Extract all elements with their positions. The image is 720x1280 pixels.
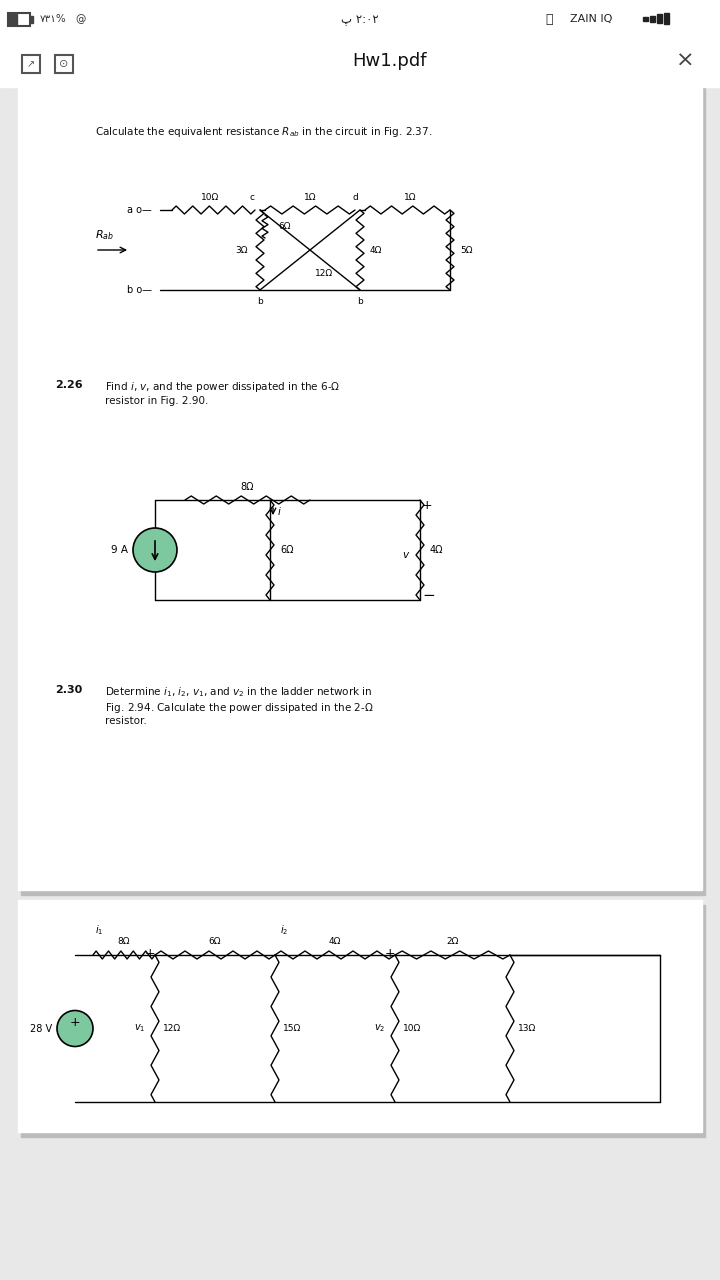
Text: ⊙: ⊙ bbox=[59, 59, 68, 69]
Bar bbox=[22, 55, 40, 73]
Text: a o—: a o— bbox=[127, 205, 152, 215]
Text: 3Ω: 3Ω bbox=[235, 246, 248, 255]
Text: +: + bbox=[145, 947, 156, 960]
Text: 10Ω: 10Ω bbox=[403, 1024, 421, 1033]
Text: b: b bbox=[357, 297, 363, 306]
Text: ٧٣١%: ٧٣١% bbox=[40, 14, 67, 24]
Text: d: d bbox=[352, 193, 358, 202]
Bar bbox=[18, 70, 702, 890]
Text: −: − bbox=[422, 588, 435, 603]
Circle shape bbox=[133, 529, 177, 572]
Bar bbox=[21, 905, 705, 1137]
Bar bbox=[0, 0, 720, 35]
Text: 8Ω: 8Ω bbox=[240, 483, 254, 492]
Text: Calculate the equivalent resistance $R_{ab}$ in the circuit in Fig. 2.37.: Calculate the equivalent resistance $R_{… bbox=[95, 125, 433, 140]
Text: 6Ω: 6Ω bbox=[280, 545, 294, 556]
Text: 12Ω: 12Ω bbox=[163, 1024, 181, 1033]
Text: 1Ω: 1Ω bbox=[404, 193, 416, 202]
Text: 4Ω: 4Ω bbox=[329, 937, 341, 946]
Bar bbox=[9, 14, 17, 26]
Text: +: + bbox=[70, 1016, 81, 1029]
Text: $v_1$: $v_1$ bbox=[134, 1023, 145, 1034]
Text: 1Ω: 1Ω bbox=[304, 193, 316, 202]
Bar bbox=[650, 17, 655, 22]
Text: 2.30: 2.30 bbox=[55, 685, 82, 695]
Text: $R_{ab}$: $R_{ab}$ bbox=[96, 228, 114, 242]
Text: $i_2$: $i_2$ bbox=[280, 923, 288, 937]
Text: 10Ω: 10Ω bbox=[201, 193, 219, 202]
Text: +: + bbox=[422, 498, 433, 512]
Text: 8Ω: 8Ω bbox=[118, 937, 130, 946]
Text: پ ۲:۰۲: پ ۲:۰۲ bbox=[341, 13, 379, 26]
Text: i: i bbox=[278, 507, 281, 517]
Text: ×: × bbox=[675, 51, 694, 70]
Text: Find $i$, $v$, and the power dissipated in the 6-$\Omega$
resistor in Fig. 2.90.: Find $i$, $v$, and the power dissipated … bbox=[105, 380, 341, 406]
Text: Hw1.pdf: Hw1.pdf bbox=[353, 52, 427, 70]
Text: v: v bbox=[402, 550, 408, 561]
Text: c: c bbox=[250, 193, 254, 202]
Text: 2Ω: 2Ω bbox=[446, 937, 459, 946]
Text: 6Ω: 6Ω bbox=[278, 221, 290, 230]
Text: 5Ω: 5Ω bbox=[460, 246, 472, 255]
Bar bbox=[664, 13, 669, 24]
Text: 2.26: 2.26 bbox=[55, 380, 83, 390]
Text: b: b bbox=[257, 297, 263, 306]
Text: 4Ω: 4Ω bbox=[430, 545, 444, 556]
Bar bbox=[55, 55, 73, 73]
Bar bbox=[18, 900, 702, 1132]
Text: 令: 令 bbox=[545, 13, 552, 26]
Bar bbox=[0, 35, 720, 87]
Text: 13Ω: 13Ω bbox=[518, 1024, 536, 1033]
Text: 6Ω: 6Ω bbox=[209, 937, 221, 946]
Bar bbox=[643, 17, 648, 20]
Text: 12Ω: 12Ω bbox=[315, 269, 333, 278]
Text: 4Ω: 4Ω bbox=[370, 246, 382, 255]
Bar bbox=[657, 14, 662, 23]
Text: 9 A: 9 A bbox=[111, 545, 128, 556]
Bar bbox=[21, 76, 705, 895]
Text: $v_2$: $v_2$ bbox=[374, 1023, 385, 1034]
Bar bbox=[8, 13, 30, 26]
Text: 28 V: 28 V bbox=[30, 1024, 52, 1033]
Text: ↗: ↗ bbox=[27, 59, 35, 69]
Text: 15Ω: 15Ω bbox=[283, 1024, 301, 1033]
Text: Determine $i_1$, $i_2$, $v_1$, and $v_2$ in the ladder network in
Fig. 2.94. Cal: Determine $i_1$, $i_2$, $v_1$, and $v_2$… bbox=[105, 685, 374, 727]
Text: +: + bbox=[384, 947, 395, 960]
Text: b o—: b o— bbox=[127, 285, 152, 294]
Text: @: @ bbox=[75, 14, 86, 24]
Circle shape bbox=[57, 1010, 93, 1047]
Text: $i_1$: $i_1$ bbox=[95, 923, 103, 937]
Bar bbox=[30, 17, 33, 23]
Text: ZAIN IQ: ZAIN IQ bbox=[570, 14, 613, 24]
